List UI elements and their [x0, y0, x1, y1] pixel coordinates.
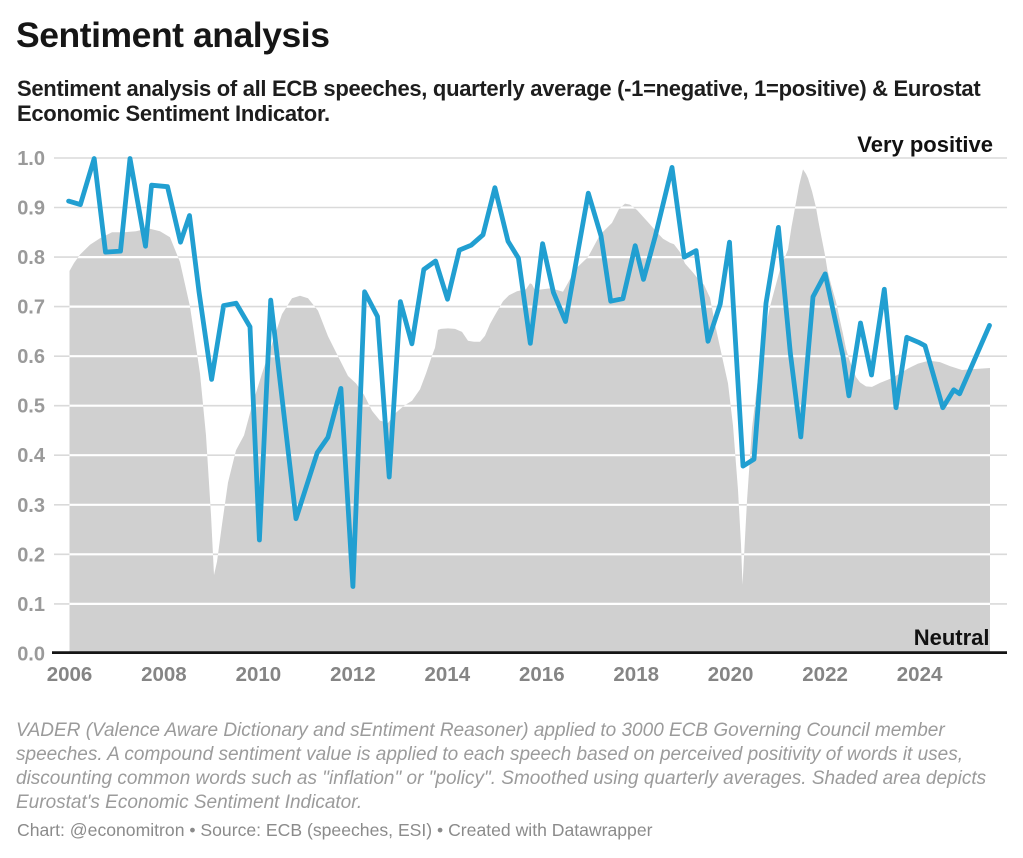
svg-text:0.3: 0.3	[17, 495, 45, 517]
svg-text:2020: 2020	[708, 663, 754, 686]
svg-text:2010: 2010	[236, 663, 282, 686]
svg-text:0.4: 0.4	[17, 445, 46, 467]
svg-text:0.7: 0.7	[17, 297, 45, 319]
svg-text:2024: 2024	[897, 663, 943, 686]
svg-text:0.5: 0.5	[17, 396, 45, 418]
svg-text:2022: 2022	[802, 663, 848, 686]
svg-text:0.9: 0.9	[17, 198, 45, 220]
svg-text:0.0: 0.0	[17, 643, 45, 665]
svg-text:2014: 2014	[424, 663, 470, 686]
svg-text:2012: 2012	[330, 663, 376, 686]
svg-text:0.8: 0.8	[17, 247, 45, 269]
svg-text:Very positive: Very positive	[857, 132, 993, 157]
svg-text:2016: 2016	[519, 663, 565, 686]
svg-text:Neutral: Neutral	[914, 625, 990, 650]
svg-text:0.2: 0.2	[17, 544, 45, 566]
svg-text:1.0: 1.0	[17, 148, 45, 170]
svg-text:2006: 2006	[47, 663, 93, 686]
svg-text:2008: 2008	[141, 663, 187, 686]
svg-text:2018: 2018	[613, 663, 659, 686]
svg-text:0.1: 0.1	[17, 594, 45, 616]
svg-text:0.6: 0.6	[17, 346, 45, 368]
